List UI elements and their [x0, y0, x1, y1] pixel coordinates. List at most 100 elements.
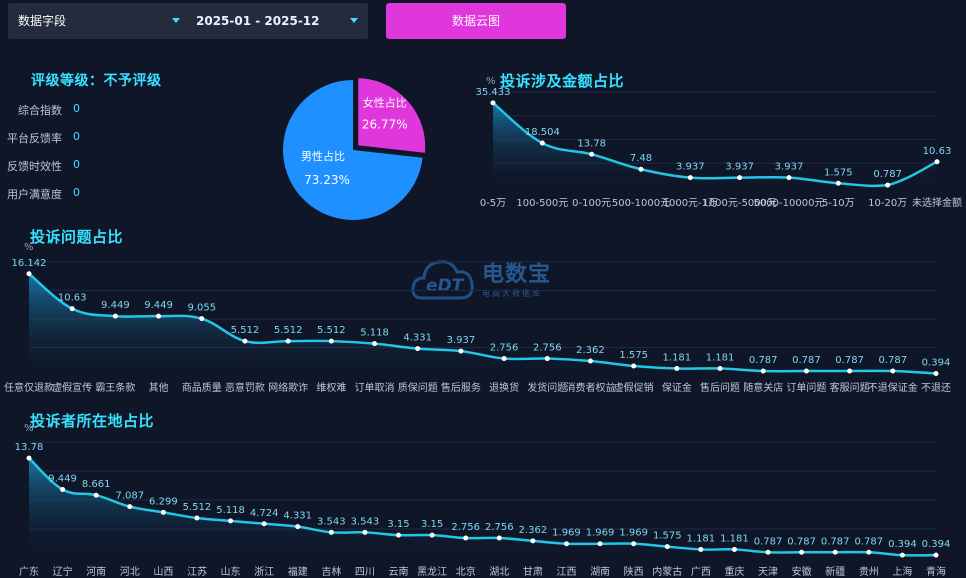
- category-label: 江西: [556, 566, 576, 578]
- data-point: [69, 306, 75, 312]
- data-point: [458, 348, 464, 354]
- category-label: 新疆: [825, 565, 845, 578]
- data-point: [933, 371, 939, 377]
- data-label: 4.331: [403, 333, 432, 344]
- rating-title: 评级等级：不予评级: [31, 73, 162, 89]
- data-label: 1.969: [619, 528, 648, 539]
- data-point: [328, 338, 334, 344]
- category-label: 甘肃: [523, 565, 543, 578]
- male-slice-label: 男性占比: [301, 149, 345, 163]
- category-label: 上海: [892, 565, 912, 578]
- data-point: [717, 366, 723, 372]
- data-label: 13.78: [577, 138, 606, 149]
- y-axis-unit: %: [24, 242, 34, 253]
- category-label: 发货问题: [527, 381, 567, 394]
- data-label: 1.969: [552, 528, 581, 539]
- data-point: [156, 313, 162, 319]
- category-label: 河北: [120, 566, 140, 578]
- data-label: 1.181: [663, 353, 692, 364]
- data-point: [866, 549, 872, 555]
- rating-label: 反馈时效性: [7, 160, 62, 173]
- data-point: [731, 546, 737, 552]
- category-label: 网络欺诈: [268, 381, 308, 394]
- rating-label: 综合指数: [18, 104, 62, 117]
- category-label: 保证金: [662, 381, 692, 394]
- data-point: [890, 368, 896, 374]
- chevron-down-icon[interactable]: [172, 18, 180, 23]
- category-label: 未选择金额: [912, 196, 962, 209]
- y-axis-unit: %: [486, 76, 496, 87]
- data-point: [934, 159, 940, 165]
- data-label: 13.78: [15, 442, 44, 453]
- category-label: 任意仅退款: [4, 381, 54, 394]
- data-label: 1.181: [687, 533, 716, 544]
- data-label: 4.331: [283, 511, 312, 522]
- male-slice-value: 73.23%: [304, 173, 350, 187]
- category-label: 100-500元: [516, 198, 568, 209]
- data-point: [544, 356, 550, 362]
- data-label: 0.787: [749, 355, 778, 366]
- data-label: 6.299: [149, 496, 178, 507]
- data-label: 0.394: [922, 358, 951, 369]
- data-point: [228, 518, 234, 524]
- data-point: [786, 175, 792, 181]
- data-label: 4.724: [250, 508, 279, 519]
- category-label: 江苏: [187, 565, 207, 578]
- category-label: 客服问题: [830, 381, 870, 394]
- category-label: 不退还: [921, 382, 951, 394]
- data-cloud-button[interactable]: 数据云图: [386, 3, 566, 39]
- category-label: 其他: [149, 381, 169, 394]
- category-label: 广西: [691, 566, 711, 578]
- amount-chart-title: 投诉涉及金额占比: [500, 72, 625, 90]
- data-label: 0.787: [787, 536, 816, 547]
- data-label: 5.118: [216, 505, 245, 516]
- data-point: [737, 175, 743, 181]
- data-point: [396, 532, 402, 538]
- category-label: 订单取消: [355, 381, 395, 394]
- category-label: 1000元-5000元: [702, 198, 777, 209]
- data-label: 1.575: [619, 350, 648, 361]
- data-label: 18.504: [525, 127, 560, 138]
- data-label: 0.787: [821, 536, 850, 547]
- category-label: 辽宁: [53, 565, 73, 578]
- category-label: 山西: [153, 566, 173, 578]
- amount-area-chart: %35.433 0-5万 18.504 100-500元 13.78 0-100元 7.48…: [476, 76, 963, 209]
- category-label: 订单问题: [786, 381, 826, 394]
- data-point: [501, 356, 507, 362]
- data-label: 35.433: [476, 87, 511, 98]
- chevron-down-icon[interactable]: [350, 18, 358, 23]
- field-select[interactable]: 数据字段: [18, 14, 67, 28]
- data-point: [530, 538, 536, 544]
- data-label: 5.512: [231, 325, 260, 336]
- data-label: 3.15: [421, 519, 443, 530]
- watermark-name: 电数宝: [482, 262, 552, 287]
- category-label: 黑龙江: [417, 565, 447, 578]
- data-label: 8.661: [82, 479, 111, 490]
- data-point: [199, 316, 205, 322]
- data-label: 3.543: [317, 516, 346, 527]
- y-axis-unit: %: [24, 423, 34, 434]
- category-label: 四川: [355, 567, 375, 578]
- data-point: [847, 368, 853, 374]
- category-label: 虚假宣传: [52, 381, 92, 394]
- data-point: [328, 529, 334, 535]
- data-label: 2.756: [533, 343, 562, 354]
- rating-value: 0: [73, 158, 80, 171]
- data-label: 16.142: [12, 258, 47, 269]
- data-label: 0.394: [888, 539, 917, 550]
- data-label: 3.937: [676, 162, 705, 173]
- data-label: 5.512: [183, 502, 212, 513]
- category-label: 云南: [389, 565, 409, 578]
- category-label: 不退保证金: [868, 381, 918, 394]
- category-label: 500-1000元: [612, 198, 670, 209]
- data-point: [563, 541, 569, 547]
- data-label: 2.756: [451, 522, 480, 533]
- data-point: [885, 182, 891, 188]
- data-label: 3.543: [351, 516, 380, 527]
- category-label: 吉林: [321, 565, 341, 578]
- data-label: 2.756: [490, 343, 519, 354]
- category-label: 0-5万: [480, 198, 506, 209]
- date-range-select[interactable]: 2025-01 - 2025-12: [196, 14, 320, 28]
- data-label: 0.787: [754, 536, 783, 547]
- category-label: 青海: [926, 565, 946, 578]
